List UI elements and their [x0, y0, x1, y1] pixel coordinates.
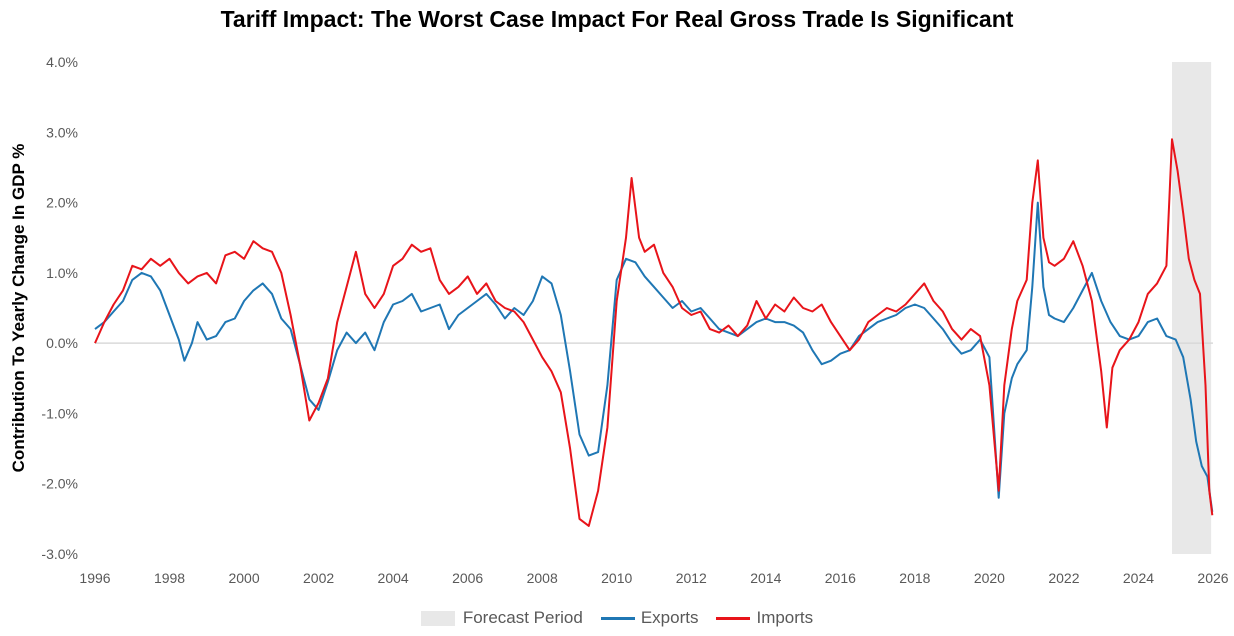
- x-tick-label: 2024: [1123, 570, 1154, 586]
- x-tick-label: 2018: [899, 570, 930, 586]
- x-tick-label: 2014: [750, 570, 781, 586]
- legend-label-exports: Exports: [640, 608, 699, 627]
- legend-swatch-forecast: [420, 610, 455, 626]
- legend-item-forecast: Forecast Period: [420, 608, 583, 628]
- legend-swatch-exports: [600, 616, 635, 620]
- y-axis-ticks: -3.0% -2.0% -1.0% 0.0% 1.0% 2.0% 3.0% 4.0%: [41, 54, 78, 562]
- x-tick-label: 2012: [676, 570, 707, 586]
- legend: Forecast Period Exports Imports: [0, 608, 1234, 628]
- y-tick-label: -2.0%: [41, 476, 78, 492]
- legend-item-imports: Imports: [716, 608, 813, 628]
- series-line-imports: [94, 138, 1214, 527]
- x-tick-label: 2008: [527, 570, 558, 586]
- x-tick-label: 2016: [825, 570, 856, 586]
- x-tick-label: 2022: [1048, 570, 1079, 586]
- series-lines: [94, 138, 1214, 527]
- series-line-exports: [94, 201, 1214, 512]
- y-tick-label: -3.0%: [41, 546, 78, 562]
- x-tick-label: 2020: [974, 570, 1005, 586]
- forecast-period-band: [1172, 62, 1212, 554]
- y-axis-label: Contribution To Yearly Change In GDP %: [9, 144, 28, 473]
- legend-swatch-imports: [716, 616, 751, 620]
- x-tick-label: 1996: [79, 570, 110, 586]
- x-tick-label: 1998: [154, 570, 185, 586]
- legend-label-imports: Imports: [756, 608, 814, 627]
- x-tick-label: 2006: [452, 570, 483, 586]
- x-tick-label: 2010: [601, 570, 632, 586]
- y-tick-label: 4.0%: [46, 54, 78, 70]
- y-tick-label: -1.0%: [41, 405, 78, 421]
- y-tick-label: 1.0%: [46, 265, 78, 281]
- y-tick-label: 3.0%: [46, 124, 78, 140]
- x-tick-label: 2000: [228, 570, 259, 586]
- x-axis-ticks: 1996 1998 2000 2002 2004 2006 2008 2010 2012 2014…: [79, 570, 1228, 586]
- chart-title: Tariff Impact: The Worst Case Impact For…: [220, 6, 1014, 32]
- y-tick-label: 2.0%: [46, 195, 78, 211]
- legend-label-forecast: Forecast Period: [462, 608, 583, 627]
- x-tick-label: 2026: [1197, 570, 1228, 586]
- y-tick-label: 0.0%: [46, 335, 78, 351]
- legend-item-exports: Exports: [600, 608, 699, 628]
- x-tick-label: 2002: [303, 570, 334, 586]
- x-tick-label: 2004: [378, 570, 409, 586]
